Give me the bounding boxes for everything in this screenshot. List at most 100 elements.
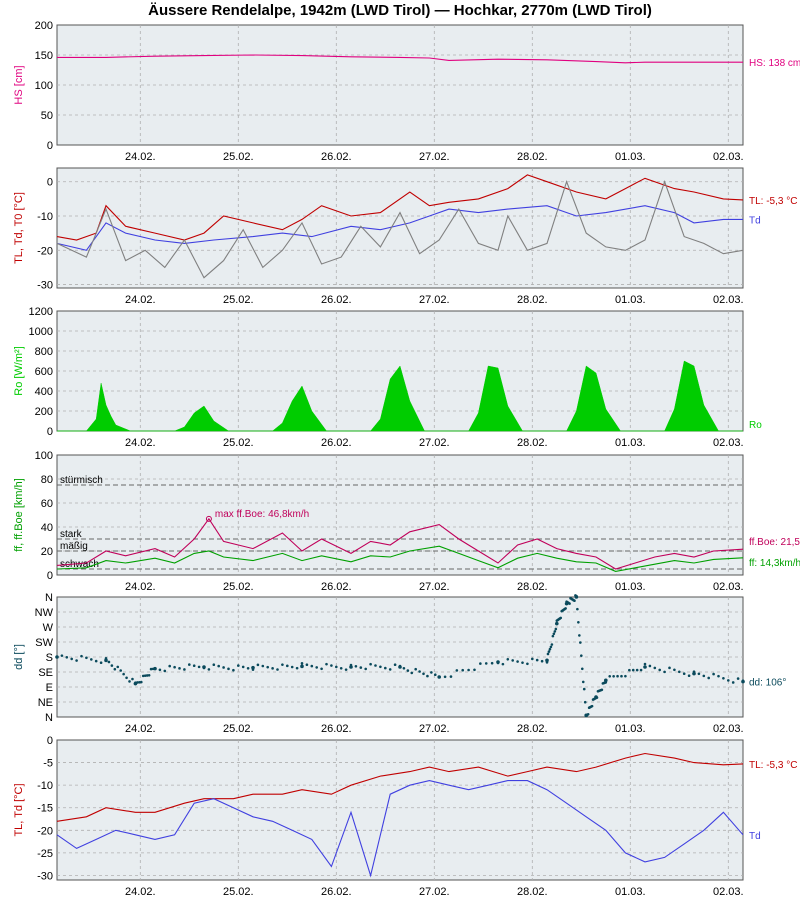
y-tick-label: -5 [43,758,53,770]
data-point-dd [545,661,549,664]
data-point-dd [643,665,647,669]
data-point-dd [70,657,73,661]
data-point-dd [125,676,128,680]
reference-label: mäßig [60,541,88,552]
x-tick-label: 01.03. [615,581,646,593]
series-label-TL: TL: -5,3 °C [749,760,797,771]
data-point-dd [547,650,551,653]
data-point-dd [553,630,557,633]
y-tick-label: N [45,592,53,604]
data-point-dd [60,654,64,657]
max-marker [205,515,212,522]
data-point-dd [75,659,78,662]
series-label-Td: Td [749,831,761,842]
data-point-dd [590,704,594,708]
data-point-dd [559,616,563,620]
y-axis-label: ff, ff.Boe [km/h] [13,478,25,552]
data-point-dd [712,672,715,676]
data-point-dd [113,667,117,671]
data-point-dd [163,669,167,673]
x-tick-label: 28.02. [517,151,548,163]
data-point-dd [344,668,348,671]
y-tick-label: N [45,712,53,724]
data-point-dd [145,674,149,677]
max-annotation: max ff.Boe: 46,8km/h [215,509,309,520]
data-point-dd [604,678,608,683]
data-point-dd [663,670,666,674]
data-point-dd [658,668,661,672]
data-point-dd [374,664,377,667]
data-point-dd [741,679,745,682]
data-point-dd [349,663,353,667]
data-point-dd [516,660,519,663]
data-point-dd [325,662,328,666]
data-point-dd [612,674,615,678]
data-point-dd [122,672,125,676]
series-label-ff: ff: 14,3km/h [749,558,800,569]
data-point-dd [305,663,309,666]
data-point-dd [246,667,250,670]
x-tick-label: 24.02. [125,581,156,593]
data-point-dd [173,665,176,669]
y-tick-label: 0 [47,177,53,189]
y-tick-label: 600 [35,366,53,378]
data-point-dd [546,652,550,656]
panel-6-frame [56,739,744,881]
data-point-dd [682,672,686,676]
data-point-dd [624,674,627,678]
data-point-dd [131,677,134,681]
data-point-dd [178,667,181,670]
data-point-dd [437,675,441,679]
data-point-dd [151,667,155,671]
data-point-dd [586,712,590,716]
x-tick-label: 26.02. [321,723,352,735]
x-tick-label: 02.03. [713,581,744,593]
series-line-Td [56,780,744,878]
data-point-dd [207,668,211,671]
data-point-dd [202,666,206,670]
x-tick-label: 26.02. [321,581,352,593]
data-point-dd [241,665,245,669]
data-point-dd [673,668,676,672]
y-tick-label: NW [35,607,54,619]
data-point-dd [349,665,353,669]
data-point-dd [119,669,122,672]
reference-label: stark [60,529,83,540]
y-tick-label: -10 [37,211,53,223]
data-point-dd [104,657,108,660]
data-point-dd [506,657,510,661]
data-point-dd [577,620,580,624]
data-point-dd [183,668,186,671]
data-point-dd [580,667,584,671]
data-point-dd [320,667,323,671]
y-axis-label: TL, Td, T0 [°C] [13,192,25,264]
reference-label: schwach [60,559,99,570]
data-point-dd [65,655,69,659]
data-point-dd [85,656,88,660]
x-tick-label: 25.02. [223,723,254,735]
data-point-dd [554,627,558,631]
data-point-dd [496,661,500,665]
data-point-dd [639,668,643,672]
reference-label: stürmisch [60,475,103,486]
x-tick-label: 01.03. [615,886,646,898]
x-tick-label: 26.02. [321,151,352,163]
series-line-HS [57,54,743,64]
data-point-dd [702,674,706,678]
data-point-dd [727,679,730,682]
y-tick-label: 0 [47,426,53,438]
data-point-dd [653,666,657,670]
x-tick-label: 28.02. [517,294,548,306]
data-point-dd [261,664,265,668]
data-point-dd [692,670,696,673]
data-point-dd [697,672,701,676]
data-point-dd [583,700,587,704]
y-tick-label: 40 [41,522,53,534]
data-point-dd [443,675,447,679]
data-point-dd [430,671,433,674]
data-point-dd [549,645,553,649]
data-point-dd [526,662,529,666]
x-tick-label: 28.02. [517,581,548,593]
data-point-dd [354,665,358,668]
